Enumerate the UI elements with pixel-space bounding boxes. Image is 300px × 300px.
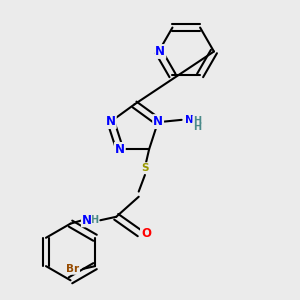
Text: N: N xyxy=(153,115,163,128)
Text: H: H xyxy=(193,116,201,126)
Text: N: N xyxy=(185,115,194,125)
Text: O: O xyxy=(141,227,151,240)
Text: N: N xyxy=(155,45,165,58)
Text: N: N xyxy=(82,214,92,227)
Text: Br: Br xyxy=(66,264,79,274)
Text: H: H xyxy=(90,215,98,225)
Text: H: H xyxy=(193,122,201,132)
Text: S: S xyxy=(141,163,149,173)
Text: N: N xyxy=(115,143,125,156)
Text: N: N xyxy=(106,115,116,128)
